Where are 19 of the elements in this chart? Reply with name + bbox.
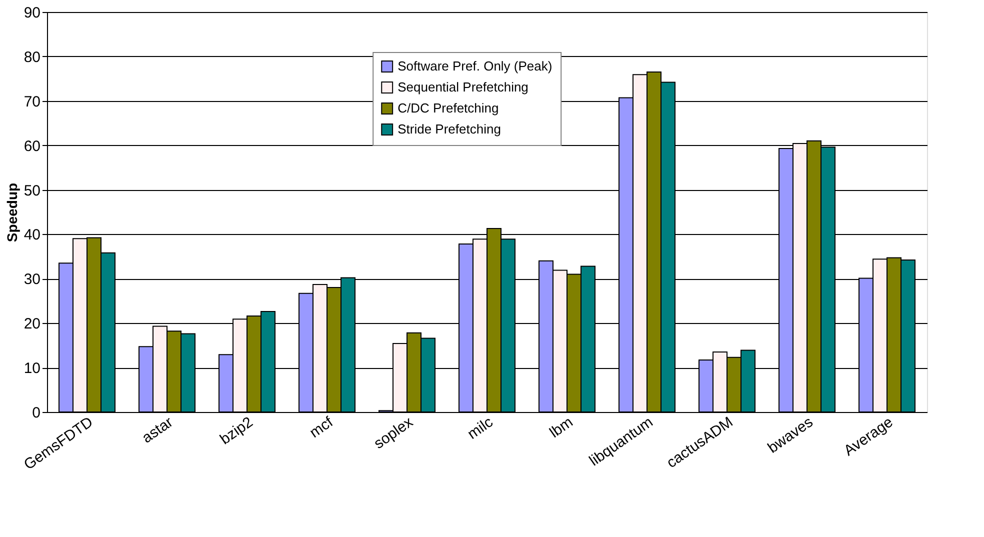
y-tick-label: 10 [24,360,40,378]
y-tick-label: 70 [24,93,40,110]
x-tick-label: mcf [306,413,337,442]
x-tick-label: lbm [546,414,576,442]
legend-label: Software Pref. Only (Peak) [398,58,552,74]
y-tick-label: 40 [24,226,40,244]
y-tick-label: 0 [32,404,40,422]
y-tick-label: 80 [24,48,40,66]
y-axis-title: Speedup [4,182,20,242]
x-tick-label: milc [464,413,497,443]
y-tick-label: 30 [24,271,40,288]
y-tick-label: 50 [24,182,40,200]
legend-label: Sequential Prefetching [398,80,528,94]
x-tick-label: astar [139,414,176,447]
legend-label: C/DC Prefetching [398,100,499,116]
legend-label: Stride Prefetching [398,122,501,136]
y-tick-label: 60 [24,138,40,155]
y-tick-label: 20 [24,316,40,333]
y-tick-label: 90 [24,4,40,22]
